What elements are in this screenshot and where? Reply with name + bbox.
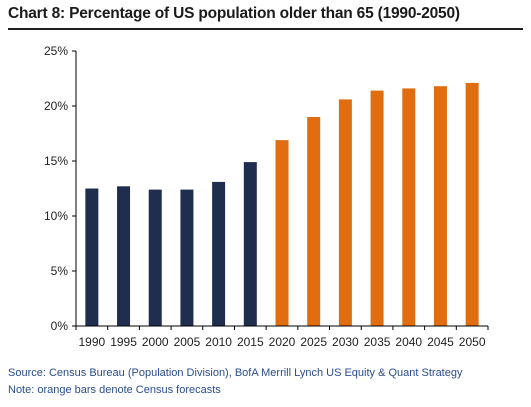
forecast-note: Note: orange bars denote Census forecast… bbox=[8, 384, 221, 396]
bar-2005 bbox=[180, 189, 194, 326]
bar-chart: 0% 5% 10% 15% 20% 25% 1990 1995 2000 2005 2010 201… bbox=[44, 44, 489, 349]
x-tick-label: 2035 bbox=[364, 335, 391, 349]
bar-1990 bbox=[85, 188, 99, 326]
bar-2025 bbox=[307, 117, 321, 326]
x-tick-label: 2020 bbox=[269, 335, 296, 349]
x-axis-ticks: 1990 1995 2000 2005 2010 2015 2020 2025 2030 2035… bbox=[75, 326, 489, 349]
x-tick-label: 2050 bbox=[459, 335, 486, 349]
title-divider bbox=[8, 28, 523, 30]
y-tick-label: 20% bbox=[44, 99, 68, 113]
x-tick-label: 2045 bbox=[427, 335, 454, 349]
x-tick-label: 2025 bbox=[300, 335, 327, 349]
y-tick-label: 5% bbox=[51, 264, 69, 278]
y-axis-ticks: 0% 5% 10% 15% 20% 25% bbox=[44, 44, 76, 333]
bar-2010 bbox=[212, 181, 226, 326]
y-tick-label: 25% bbox=[44, 44, 68, 58]
x-tick-label: 2040 bbox=[395, 335, 422, 349]
chart-title: Chart 8: Percentage of US population old… bbox=[8, 5, 460, 22]
x-tick-label: 2005 bbox=[174, 335, 201, 349]
bar-2045 bbox=[433, 86, 447, 326]
bar-2015 bbox=[243, 162, 257, 326]
bar-2020 bbox=[275, 140, 289, 326]
bar-2050 bbox=[465, 82, 479, 327]
source-note: Source: Census Bureau (Population Divisi… bbox=[8, 367, 463, 379]
bar-group bbox=[85, 82, 479, 327]
bar-2035 bbox=[370, 90, 384, 326]
y-tick-label: 15% bbox=[44, 154, 68, 168]
x-tick-label: 2000 bbox=[142, 335, 169, 349]
bar-2040 bbox=[402, 88, 416, 327]
x-tick-label: 2010 bbox=[205, 335, 232, 349]
y-tick-label: 0% bbox=[51, 319, 69, 333]
x-tick-label: 2030 bbox=[332, 335, 359, 349]
x-tick-label: 1995 bbox=[110, 335, 137, 349]
x-tick-label: 1990 bbox=[78, 335, 105, 349]
bar-2000 bbox=[148, 189, 162, 326]
x-tick-label: 2015 bbox=[237, 335, 264, 349]
bar-2030 bbox=[338, 99, 352, 327]
y-tick-label: 10% bbox=[44, 209, 68, 223]
bar-1995 bbox=[117, 186, 131, 326]
